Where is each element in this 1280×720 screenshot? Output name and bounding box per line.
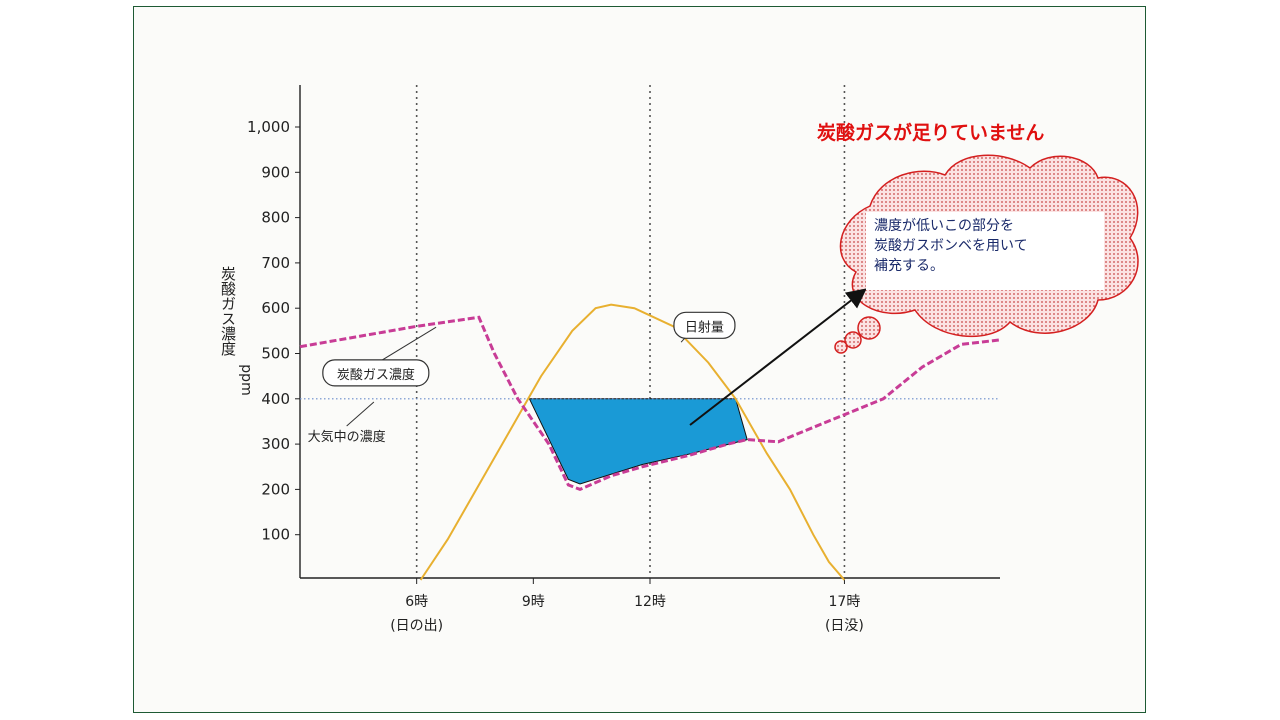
y-ticks: 100 200 300 400 500 600 700 800 900 1,000: [247, 118, 300, 544]
y-axis-unit: ppm: [238, 364, 254, 395]
cloud-bubble-small: [834, 340, 848, 354]
note-line: 補充する。: [874, 258, 944, 274]
y-axis-title: 炭酸ガス濃度 ppm: [219, 266, 254, 396]
y-tick-label: 700: [261, 254, 290, 272]
callout-label: 大気中の濃度: [308, 429, 386, 445]
callout-leader: [346, 401, 375, 427]
deficit-area: [528, 398, 748, 485]
y-tick-label: 800: [261, 209, 290, 227]
co2-concentration-line: [299, 315, 1001, 492]
x-tick-sublabel: (日の出): [390, 618, 443, 634]
callout-leader: [375, 326, 437, 365]
x-tick-sublabel: (日没): [825, 618, 864, 634]
callout-label: 炭酸ガス濃度: [337, 367, 415, 383]
pointer-arrow: [689, 288, 867, 426]
y-tick-label: 1,000: [247, 118, 290, 136]
callout-label: 日射量: [685, 319, 724, 335]
y-tick-label: 900: [261, 163, 290, 181]
solar-radiation-line: [419, 303, 846, 581]
note-line: 炭酸ガスボンベを用いて: [874, 238, 1028, 254]
x-tick-label: 17時: [829, 594, 861, 610]
y-tick-label: 300: [261, 435, 290, 453]
figure-frame: [133, 6, 1146, 713]
y-tick-label: 400: [261, 390, 290, 408]
y-tick-label: 600: [261, 299, 290, 317]
time-guides: [415, 85, 846, 578]
x-tick-label: 9時: [522, 594, 545, 610]
cloud-bubble-medium: [844, 331, 862, 349]
x-ticks: 6時 (日の出) 9時 12時 17時 (日没): [390, 578, 864, 634]
cloud-bubble-large: [857, 316, 881, 340]
y-tick-label: 100: [261, 526, 290, 544]
headline: 炭酸ガスが足りていません: [817, 122, 1045, 144]
note-box: 濃度が低いこの部分を 炭酸ガスボンベを用いて 補充する。: [866, 212, 1104, 290]
y-tick-label: 200: [261, 480, 290, 498]
y-axis-label: 炭酸ガス濃度: [219, 266, 237, 356]
y-tick-label: 500: [261, 345, 290, 363]
callout-box: [673, 311, 736, 339]
callout-box: [322, 359, 430, 387]
note-line: 濃度が低いこの部分を: [874, 218, 1014, 234]
x-tick-label: 6時: [405, 594, 428, 610]
x-tick-label: 12時: [634, 594, 666, 610]
